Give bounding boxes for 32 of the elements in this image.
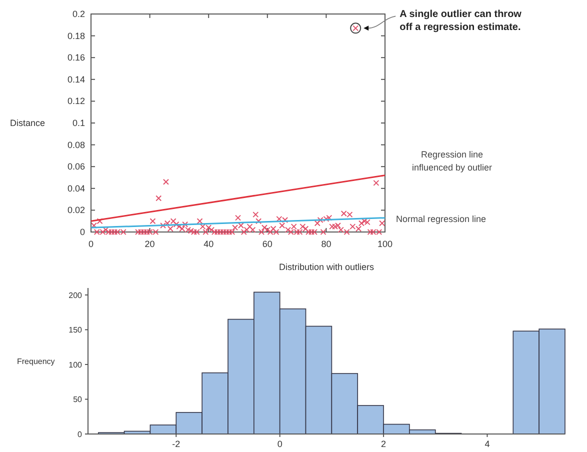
x-tick-label: -2	[172, 439, 180, 449]
y-tick-label: 0.08	[67, 140, 85, 150]
y-tick-label: 0.16	[67, 52, 85, 63]
y-tick-label: 0.02	[67, 205, 85, 216]
y-tick-label: 150	[68, 326, 83, 335]
text: Regression line influenced by outlier	[412, 149, 492, 172]
y-tick-label: 0.2	[72, 9, 85, 19]
x-tick-label: 4	[484, 439, 490, 449]
x-tick-label: 60	[262, 239, 272, 249]
x-tick-label: 100	[377, 239, 393, 249]
y-axis-title: Distance	[10, 118, 46, 128]
x-tick-label: 20	[144, 239, 155, 249]
y-tick-label: 100	[68, 360, 83, 370]
x-tick-label: 0	[277, 439, 282, 449]
y-tick-label: 0.12	[67, 96, 85, 106]
x-tick-label: 40	[204, 239, 214, 249]
y-tick-label: 0.06	[67, 162, 85, 172]
y-axis-title: Frequency	[17, 357, 55, 366]
text: A single outlier can throw off a regression estimate.	[400, 9, 522, 34]
chart-title: Distribution with outliers	[278, 262, 375, 272]
y-tick-label: 50	[73, 395, 83, 404]
y-tick-label: 200	[68, 290, 83, 300]
y-tick-label: 0	[78, 430, 83, 439]
y-tick-label: 0.18	[67, 30, 85, 41]
series-label: Normal regression line	[396, 214, 486, 224]
y-tick-label: 0.04	[67, 183, 85, 194]
x-tick-label: 2	[381, 439, 386, 449]
y-tick-label: 0.1	[72, 118, 85, 128]
x-tick-label: 0	[88, 239, 94, 249]
y-tick-label: 0.14	[67, 74, 85, 84]
x-tick-label: 80	[321, 239, 332, 249]
y-tick-label: 0	[80, 227, 85, 237]
